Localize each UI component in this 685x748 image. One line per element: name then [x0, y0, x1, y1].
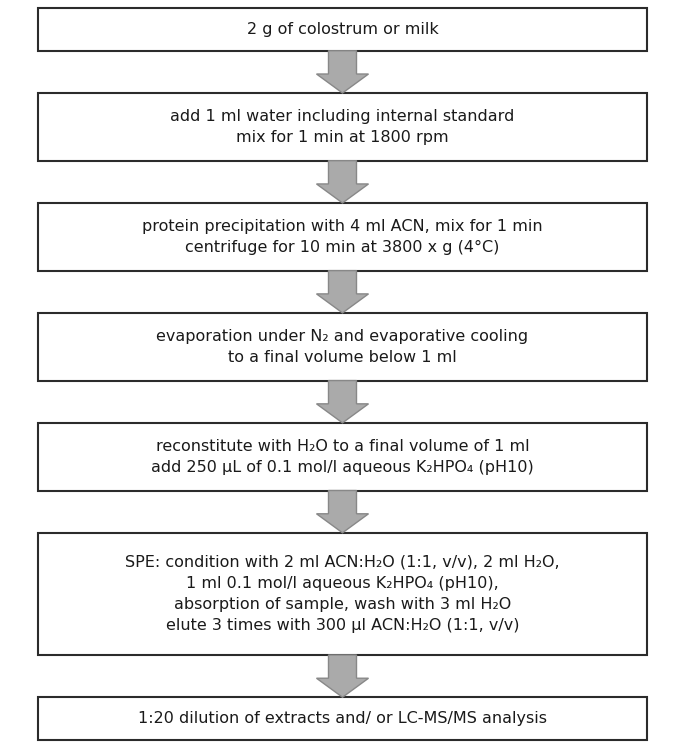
Polygon shape — [316, 161, 369, 203]
Polygon shape — [316, 51, 369, 93]
Bar — [38, 7, 647, 51]
Polygon shape — [316, 655, 369, 697]
Text: reconstitute with H₂O to a final volume of 1 ml
add 250 μL of 0.1 mol/l aqueous : reconstitute with H₂O to a final volume … — [151, 438, 534, 475]
Text: SPE: condition with 2 ml ACN:H₂O (1:1, v/v), 2 ml H₂O,
1 ml 0.1 mol/l aqueous K₂: SPE: condition with 2 ml ACN:H₂O (1:1, v… — [125, 555, 560, 633]
Polygon shape — [316, 381, 369, 423]
Bar — [38, 533, 647, 655]
Bar — [38, 697, 647, 741]
Bar — [38, 313, 647, 381]
Text: protein precipitation with 4 ml ACN, mix for 1 min
centrifuge for 10 min at 3800: protein precipitation with 4 ml ACN, mix… — [142, 219, 543, 255]
Bar — [38, 423, 647, 491]
Text: 2 g of colostrum or milk: 2 g of colostrum or milk — [247, 22, 438, 37]
Polygon shape — [316, 491, 369, 533]
Text: 1:20 dilution of extracts and/ or LC-MS/MS analysis: 1:20 dilution of extracts and/ or LC-MS/… — [138, 711, 547, 726]
Polygon shape — [316, 271, 369, 313]
Bar — [38, 93, 647, 161]
Bar — [38, 203, 647, 271]
Text: evaporation under N₂ and evaporative cooling
to a final volume below 1 ml: evaporation under N₂ and evaporative coo… — [156, 329, 529, 365]
Text: add 1 ml water including internal standard
mix for 1 min at 1800 rpm: add 1 ml water including internal standa… — [171, 109, 514, 145]
